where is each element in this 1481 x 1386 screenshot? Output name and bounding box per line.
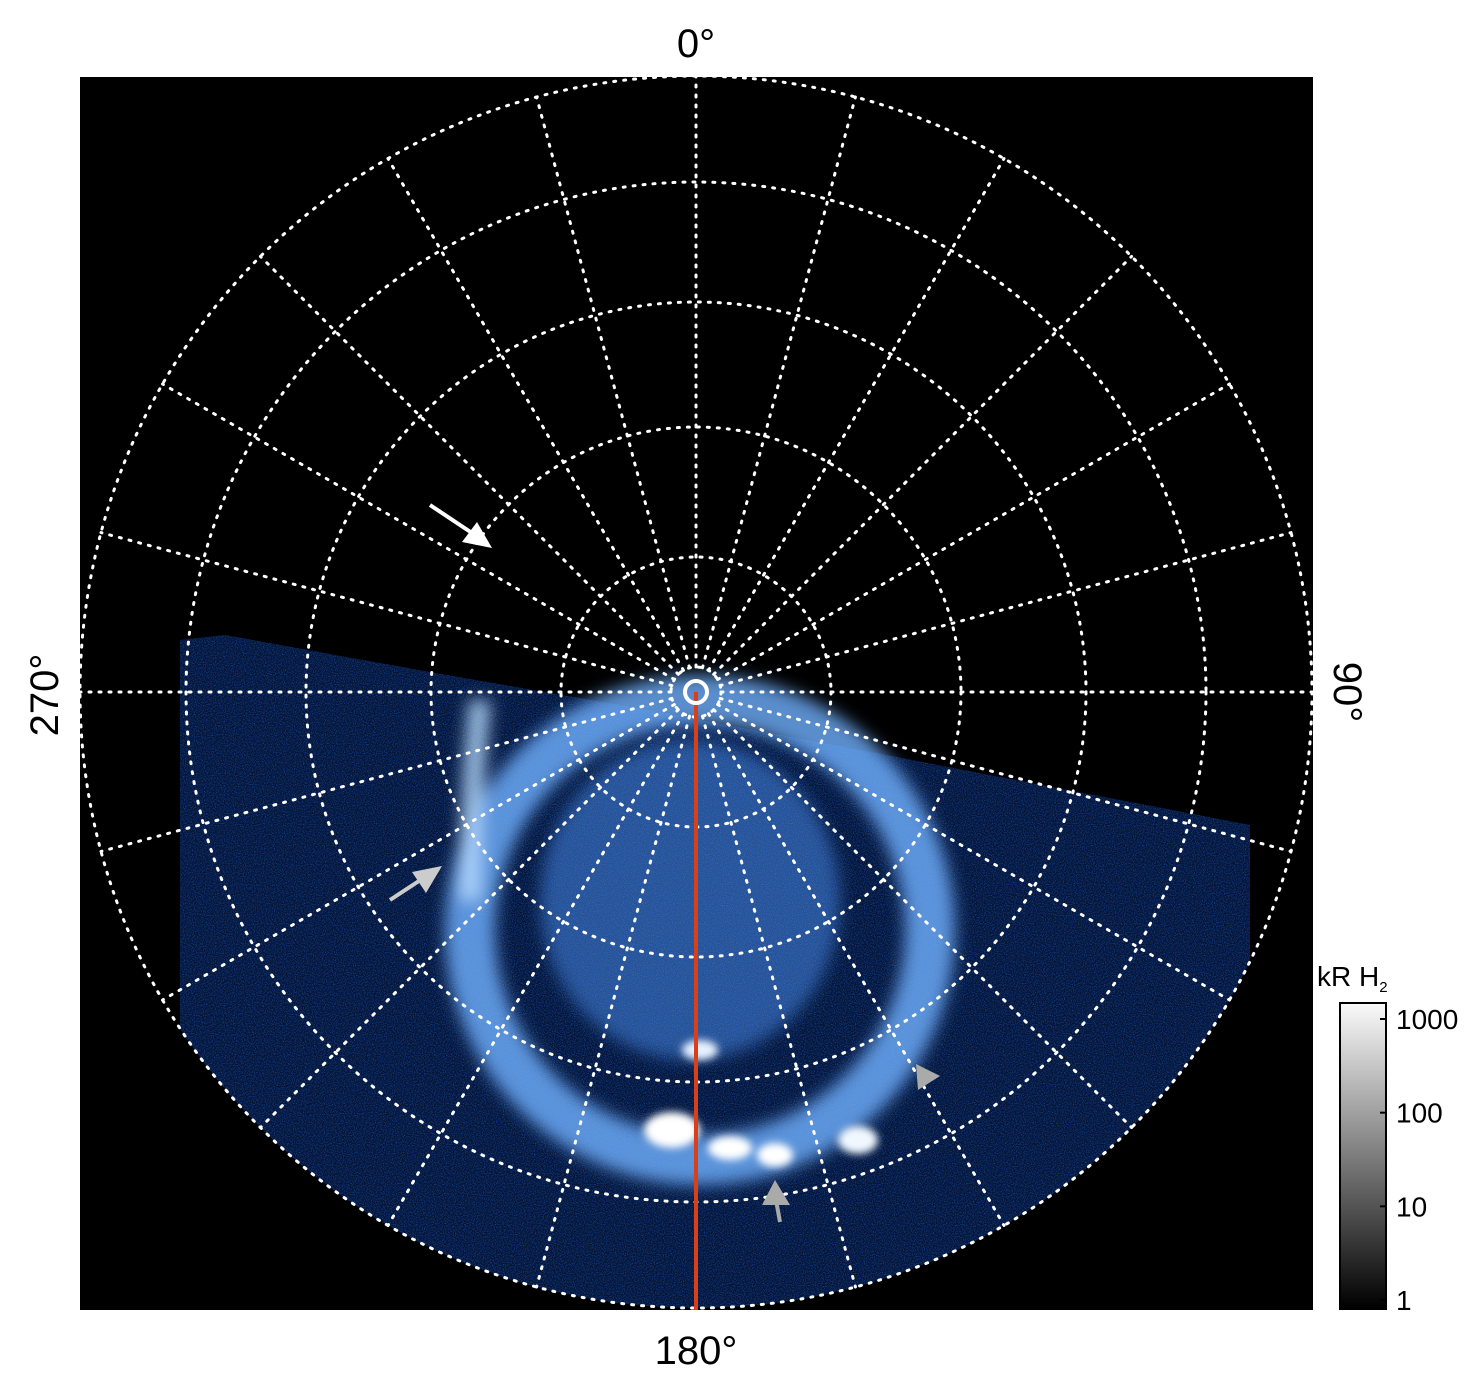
annotation-arrows bbox=[388, 503, 940, 1223]
meridian-line-grid bbox=[161, 382, 676, 681]
meridian-line-grid bbox=[386, 157, 685, 672]
meridian-line-grid bbox=[99, 696, 674, 853]
meridian-line-grid bbox=[99, 531, 674, 688]
colorbar: kR H2 1 10 100 1000 bbox=[1317, 961, 1458, 1316]
angle-label-right: 90° bbox=[1325, 662, 1369, 723]
colorbar-label: kR H2 bbox=[1317, 961, 1388, 996]
meridian-line-grid bbox=[716, 703, 1231, 1002]
auroral-oval bbox=[445, 675, 955, 1185]
meridian-line-grid bbox=[707, 157, 1006, 672]
meridian-line-grid bbox=[712, 254, 1134, 676]
meridian-line-grid bbox=[718, 696, 1293, 853]
colorbar-tick-label: 100 bbox=[1396, 1098, 1443, 1129]
emission-layer bbox=[180, 635, 1250, 1308]
meridian-line-grid bbox=[535, 714, 692, 1289]
colorbar-tick-label: 1000 bbox=[1396, 1004, 1458, 1035]
meridian-line-grid bbox=[718, 531, 1293, 688]
meridian-line-grid bbox=[258, 254, 680, 676]
meridian-line-grid bbox=[700, 95, 857, 670]
meridian-line-grid bbox=[386, 712, 685, 1227]
pole-marker bbox=[683, 679, 709, 705]
meridian-line-grid bbox=[700, 714, 857, 1289]
colorbar-tick-label: 10 bbox=[1396, 1191, 1427, 1222]
angle-label-top: 0° bbox=[677, 22, 715, 66]
meridian-line-grid bbox=[258, 708, 680, 1130]
meridian-line-grid bbox=[716, 382, 1231, 681]
meridian-line-grid bbox=[712, 708, 1134, 1130]
colorbar-tick-label: 1 bbox=[1396, 1285, 1412, 1316]
angle-label-left: 270° bbox=[23, 654, 67, 737]
polar-grid bbox=[78, 74, 1314, 1310]
meridian-line-grid bbox=[161, 703, 676, 1002]
angle-label-bottom: 180° bbox=[655, 1329, 738, 1373]
meridian-line-grid bbox=[707, 712, 1006, 1227]
meridian-line-grid bbox=[535, 95, 692, 670]
bright-spots bbox=[644, 1040, 878, 1167]
